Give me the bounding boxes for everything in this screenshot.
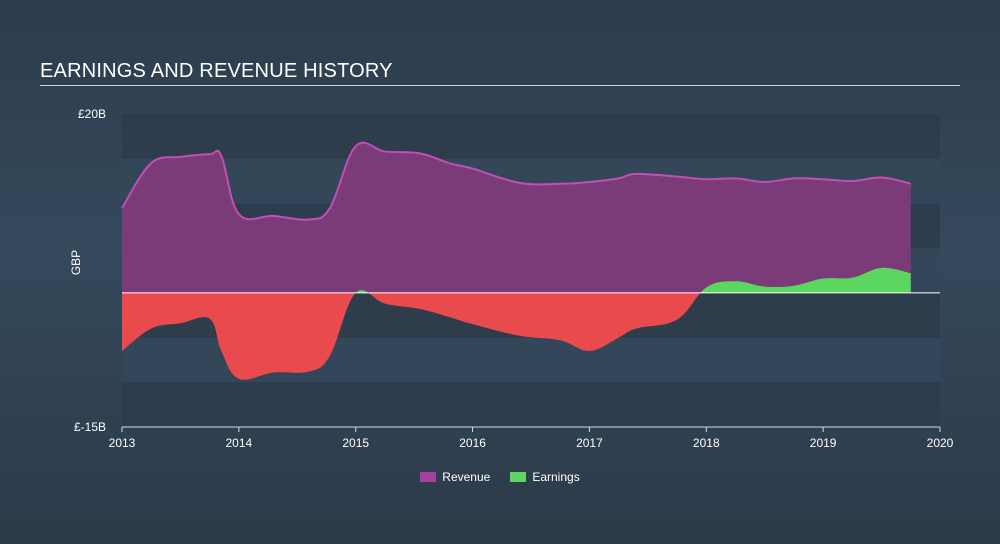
earnings-area-negative <box>122 292 701 380</box>
earnings-swatch <box>510 472 527 482</box>
y-tick-label-bottom: £-15B <box>74 420 106 434</box>
legend-label-revenue: Revenue <box>442 470 491 484</box>
background-band <box>122 114 940 159</box>
chart-axes: 2013 2014 2015 2016 2017 2018 2019 2020 £20B £-15… <box>69 107 954 450</box>
y-axis-label: GBP <box>69 250 83 275</box>
x-tick-label: 2020 <box>927 436 954 450</box>
series-areas <box>121 141 940 380</box>
title-divider <box>40 85 960 86</box>
x-tick-label: 2014 <box>226 436 253 450</box>
x-tick-label: 2018 <box>693 436 720 450</box>
x-tick-label: 2015 <box>342 436 369 450</box>
x-tick-label: 2019 <box>810 436 837 450</box>
x-tick-label: 2016 <box>459 436 486 450</box>
x-tick-label: 2013 <box>109 436 136 450</box>
legend-item-earnings[interactable]: Earnings <box>510 470 580 484</box>
revenue-swatch <box>420 472 437 482</box>
chart-title: EARNINGS AND REVENUE HISTORY <box>40 60 393 82</box>
y-tick-label-top: £20B <box>78 107 106 121</box>
earnings-area-positive <box>122 267 911 293</box>
legend-item-revenue[interactable]: Revenue <box>420 470 490 484</box>
chart-legend: Revenue Earnings <box>0 470 1000 484</box>
revenue-line <box>121 141 912 221</box>
background-band <box>122 382 940 427</box>
legend-label-earnings: Earnings <box>532 470 580 484</box>
x-tick-label: 2017 <box>576 436 603 450</box>
